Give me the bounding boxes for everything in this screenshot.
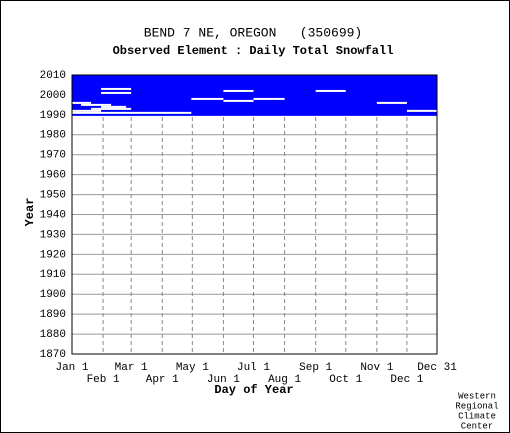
missing-segment xyxy=(72,101,92,104)
missing-segment xyxy=(101,105,127,108)
missing-segment xyxy=(253,97,285,100)
y-tick-label: 1960 xyxy=(40,170,66,182)
x-tick-label: May 1 xyxy=(176,362,209,374)
x-tick-label: Jan 1 xyxy=(55,362,88,374)
y-tick-label: 1990 xyxy=(40,110,66,122)
x-tick-label: Dec 31 xyxy=(417,362,457,374)
x-tick-label: Aug 1 xyxy=(268,374,301,386)
y-tick-label: 2000 xyxy=(40,90,66,102)
missing-segment xyxy=(91,107,132,110)
credit-line: Center xyxy=(461,421,493,431)
y-tick-label: 1890 xyxy=(40,309,66,321)
y-tick-label: 1900 xyxy=(40,289,66,301)
x-tick-label: Feb 1 xyxy=(87,374,120,386)
missing-segment xyxy=(223,99,254,102)
missing-segment xyxy=(101,91,132,94)
credit-line: Climate xyxy=(458,411,496,421)
x-tick-label: Nov 1 xyxy=(360,362,393,374)
y-tick-label: 1880 xyxy=(40,329,66,341)
x-tick-label: Oct 1 xyxy=(329,374,362,386)
x-axis-label: Day of Year xyxy=(214,383,293,397)
plot-frame xyxy=(71,74,438,355)
y-tick-label: 2010 xyxy=(40,70,66,82)
credit-line: Western xyxy=(458,391,496,401)
credit-line: Regional xyxy=(455,401,498,411)
y-tick-label: 1870 xyxy=(40,349,66,361)
missing-segment xyxy=(72,111,192,114)
y-tick-label: 1920 xyxy=(40,249,66,261)
x-tick-label: Dec 1 xyxy=(390,374,423,386)
x-tick-label: Sep 1 xyxy=(299,362,332,374)
missing-segment xyxy=(72,109,102,112)
chart-title: BEND 7 NE, OREGON (350699) xyxy=(144,25,362,40)
missing-segment xyxy=(406,109,437,112)
y-tick-label: 1980 xyxy=(40,130,66,142)
y-tick-label: 1950 xyxy=(40,189,66,201)
missing-segment xyxy=(191,97,224,100)
x-tick-label: Mar 1 xyxy=(115,362,148,374)
y-tick-label: 1910 xyxy=(40,269,66,281)
missing-segment xyxy=(223,89,254,92)
missing-segment xyxy=(376,101,407,104)
x-tick-label: Jun 1 xyxy=(207,374,240,386)
missing-segment xyxy=(101,87,132,90)
x-tick-label: Apr 1 xyxy=(146,374,179,386)
y-tick-label: 1970 xyxy=(40,150,66,162)
observed-block xyxy=(72,75,437,116)
y-axis-label: Year xyxy=(23,198,37,227)
x-tick-label: Jul 1 xyxy=(237,362,270,374)
missing-segment xyxy=(81,103,112,106)
chart-subtitle: Observed Element : Daily Total Snowfall xyxy=(113,44,394,58)
y-tick-label: 1940 xyxy=(40,209,66,221)
y-tick-label: 1930 xyxy=(40,229,66,241)
missing-segment xyxy=(315,89,346,92)
